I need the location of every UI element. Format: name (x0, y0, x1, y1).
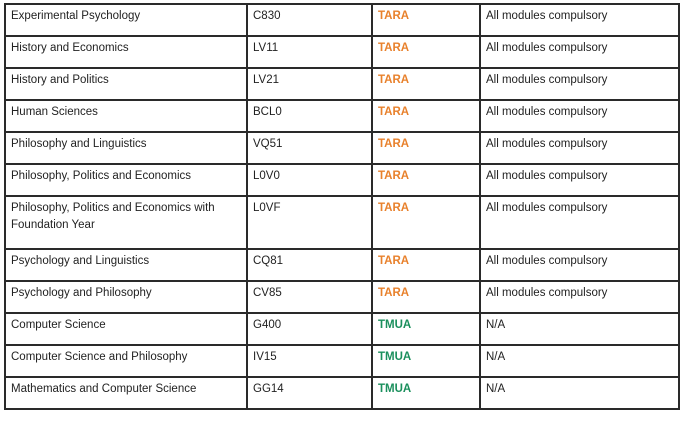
course-name-cell: Computer Science (4, 312, 248, 346)
table-row: Mathematics and Computer Science GG14 TM… (4, 376, 680, 410)
table-row: History and Politics LV21 TARA All modul… (4, 67, 680, 101)
course-name-cell: Philosophy and Linguistics (4, 131, 248, 165)
table-row: Computer Science G400 TMUA N/A (4, 312, 680, 346)
course-code-cell: LV11 (246, 35, 373, 69)
course-name-cell: Philosophy, Politics and Economics (4, 163, 248, 197)
course-code-cell: GG14 (246, 376, 373, 410)
modules-cell: N/A (479, 312, 680, 346)
modules-cell: All modules compulsory (479, 67, 680, 101)
modules-cell: N/A (479, 376, 680, 410)
course-code-cell: IV15 (246, 344, 373, 378)
table-row: Philosophy and Linguistics VQ51 TARA All… (4, 131, 680, 165)
modules-cell: All modules compulsory (479, 248, 680, 282)
table-row: Philosophy, Politics and Economics with … (4, 195, 680, 250)
admissions-test-cell: TARA (371, 3, 481, 37)
modules-cell: All modules compulsory (479, 3, 680, 37)
course-name-cell: Human Sciences (4, 99, 248, 133)
course-table-container: Experimental Psychology C830 TARA All mo… (4, 3, 680, 410)
modules-cell: All modules compulsory (479, 35, 680, 69)
table-row: Psychology and Philosophy CV85 TARA All … (4, 280, 680, 314)
modules-cell: All modules compulsory (479, 280, 680, 314)
admissions-test-cell: TARA (371, 67, 481, 101)
course-code-cell: C830 (246, 3, 373, 37)
course-code-cell: VQ51 (246, 131, 373, 165)
admissions-test-cell: TMUA (371, 312, 481, 346)
course-code-cell: G400 (246, 312, 373, 346)
table-row: Philosophy, Politics and Economics L0V0 … (4, 163, 680, 197)
admissions-test-cell: TARA (371, 163, 481, 197)
modules-cell: All modules compulsory (479, 131, 680, 165)
course-code-cell: CQ81 (246, 248, 373, 282)
course-code-cell: L0V0 (246, 163, 373, 197)
modules-cell: N/A (479, 344, 680, 378)
modules-cell: All modules compulsory (479, 99, 680, 133)
admissions-test-cell: TARA (371, 131, 481, 165)
admissions-test-cell: TARA (371, 195, 481, 250)
admissions-test-cell: TARA (371, 280, 481, 314)
course-name-cell: Mathematics and Computer Science (4, 376, 248, 410)
modules-cell: All modules compulsory (479, 195, 680, 250)
table-row: History and Economics LV11 TARA All modu… (4, 35, 680, 69)
admissions-test-cell: TARA (371, 248, 481, 282)
table-row: Experimental Psychology C830 TARA All mo… (4, 3, 680, 37)
admissions-test-cell: TARA (371, 35, 481, 69)
course-admissions-table: Experimental Psychology C830 TARA All mo… (4, 3, 680, 410)
course-code-cell: L0VF (246, 195, 373, 250)
course-code-cell: CV85 (246, 280, 373, 314)
course-code-cell: BCL0 (246, 99, 373, 133)
course-name-cell: Computer Science and Philosophy (4, 344, 248, 378)
course-name-cell: History and Economics (4, 35, 248, 69)
table-row: Human Sciences BCL0 TARA All modules com… (4, 99, 680, 133)
course-name-cell: Psychology and Linguistics (4, 248, 248, 282)
admissions-test-cell: TMUA (371, 376, 481, 410)
admissions-test-cell: TARA (371, 99, 481, 133)
course-name-cell: Psychology and Philosophy (4, 280, 248, 314)
course-code-cell: LV21 (246, 67, 373, 101)
modules-cell: All modules compulsory (479, 163, 680, 197)
course-name-cell: History and Politics (4, 67, 248, 101)
admissions-test-cell: TMUA (371, 344, 481, 378)
table-row: Computer Science and Philosophy IV15 TMU… (4, 344, 680, 378)
course-name-cell: Experimental Psychology (4, 3, 248, 37)
course-name-cell: Philosophy, Politics and Economics with … (4, 195, 248, 250)
table-row: Psychology and Linguistics CQ81 TARA All… (4, 248, 680, 282)
